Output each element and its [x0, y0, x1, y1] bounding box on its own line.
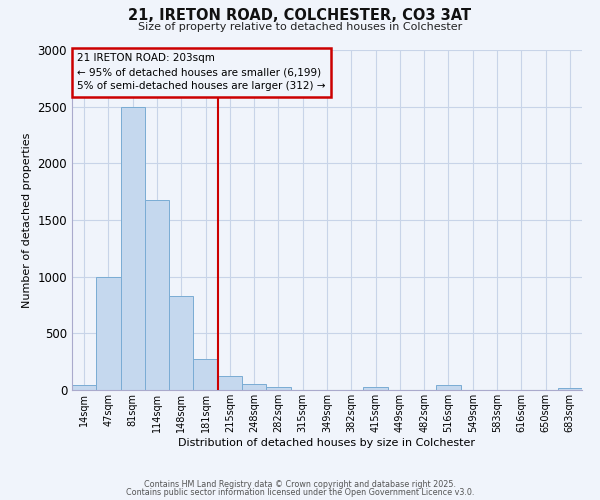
Bar	[218, 376, 242, 390]
Text: Contains HM Land Registry data © Crown copyright and database right 2025.: Contains HM Land Registry data © Crown c…	[144, 480, 456, 489]
Bar	[436, 386, 461, 390]
Bar	[121, 106, 145, 390]
Bar	[72, 386, 96, 390]
Text: Contains public sector information licensed under the Open Government Licence v3: Contains public sector information licen…	[126, 488, 474, 497]
Bar	[242, 384, 266, 390]
Bar	[96, 276, 121, 390]
Bar	[145, 200, 169, 390]
Text: Size of property relative to detached houses in Colchester: Size of property relative to detached ho…	[138, 22, 462, 32]
X-axis label: Distribution of detached houses by size in Colchester: Distribution of detached houses by size …	[179, 438, 476, 448]
Text: 21 IRETON ROAD: 203sqm
← 95% of detached houses are smaller (6,199)
5% of semi-d: 21 IRETON ROAD: 203sqm ← 95% of detached…	[77, 54, 326, 92]
Bar	[266, 386, 290, 390]
Bar	[193, 360, 218, 390]
Text: 21, IRETON ROAD, COLCHESTER, CO3 3AT: 21, IRETON ROAD, COLCHESTER, CO3 3AT	[128, 8, 472, 22]
Bar	[364, 386, 388, 390]
Y-axis label: Number of detached properties: Number of detached properties	[22, 132, 32, 308]
Bar	[558, 388, 582, 390]
Bar	[169, 296, 193, 390]
